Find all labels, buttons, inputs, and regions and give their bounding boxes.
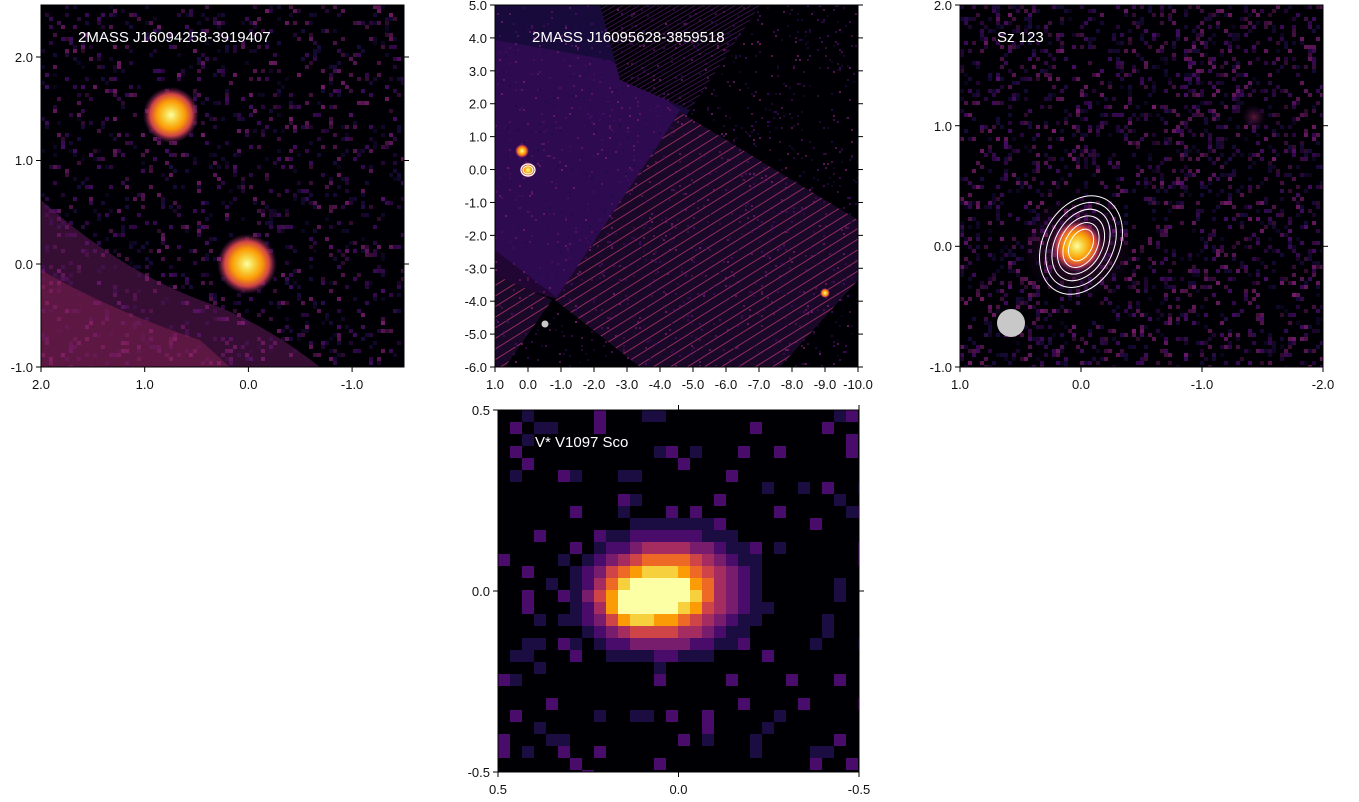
panel-4-y-tick: 0.5 bbox=[472, 403, 490, 418]
panel-3-contour bbox=[1056, 215, 1106, 275]
panel-3-frame bbox=[959, 4, 1324, 368]
panel-3-y-tick: 1.0 bbox=[934, 119, 952, 134]
panel-1-y-axis: -1.0 0.0 1.0 2.0 bbox=[11, 50, 409, 375]
panel-3-contour bbox=[1051, 208, 1111, 282]
panel-4-y-tick: 0.0 bbox=[472, 584, 490, 599]
panel-2-field-glow bbox=[495, 40, 680, 300]
panel-2-x-tick: -9.0 bbox=[814, 377, 836, 392]
panel-4-image bbox=[498, 410, 859, 772]
panel-2-y-tick: 4.0 bbox=[469, 31, 487, 46]
panel-2-y-tick: 1.0 bbox=[469, 130, 487, 145]
panel-1-x-tick: -1.0 bbox=[341, 377, 363, 392]
panel-2-source-east bbox=[820, 288, 830, 298]
panel-2-y-tick: 5.0 bbox=[469, 0, 487, 13]
panel-1-y-tick: 1.0 bbox=[15, 153, 33, 168]
panel-3-noise bbox=[960, 5, 1323, 367]
panel-2-y-tick: -5.0 bbox=[465, 327, 487, 342]
panel-3-y-axis: -1.0 0.0 1.0 2.0 bbox=[930, 0, 1328, 375]
panel-3-source-faint bbox=[1242, 105, 1266, 129]
panel-4-pixels bbox=[498, 410, 859, 772]
panel-2-x-tick: 1.0 bbox=[486, 377, 504, 392]
panel-2-y-tick: -1.0 bbox=[465, 195, 487, 210]
panel-1-source-main bbox=[217, 234, 277, 294]
panel-1-x-tick: 0.0 bbox=[239, 377, 257, 392]
panel-2-y-tick: 0.0 bbox=[469, 163, 487, 178]
panel-2-y-tick: 2.0 bbox=[469, 97, 487, 112]
panel-2-stripes-corner bbox=[495, 275, 552, 367]
panel-2-x-tick: -7.0 bbox=[748, 377, 770, 392]
panel-3-image bbox=[960, 5, 1323, 367]
panel-1-x-tick: 2.0 bbox=[32, 377, 50, 392]
panel-2-contour bbox=[522, 165, 534, 175]
panel-2-x-tick: 0.0 bbox=[519, 377, 537, 392]
panel-2-x-tick: -8.0 bbox=[781, 377, 803, 392]
panel-2-y-tick: 3.0 bbox=[469, 64, 487, 79]
panel-3-contour bbox=[1062, 222, 1100, 268]
panel-3-x-tick: -2.0 bbox=[1312, 377, 1334, 392]
panel-3-beam bbox=[997, 309, 1025, 337]
panel-3-y-tick: 2.0 bbox=[934, 0, 952, 13]
panel-1-y-tick: -1.0 bbox=[11, 360, 33, 375]
panel-1-y-tick: 2.0 bbox=[15, 50, 33, 65]
panel-3-y-tick: 0.0 bbox=[934, 239, 952, 254]
panel-2-title: 2MASS J16095628-3859518 bbox=[532, 29, 725, 46]
panel-2-x-axis: 1.0 0.0 -1.0 -2.0 -3.0 -4.0 -5.0 -6.0 -7.0 -8.0 -9… bbox=[486, 367, 873, 392]
panel-3-contour bbox=[1039, 195, 1123, 295]
panel-2-x-tick: -10.0 bbox=[843, 377, 873, 392]
panel-1: 2MASS J16094258-3919407 2.0 1.0 0.0 -1.0… bbox=[11, 4, 409, 392]
panel-2-source-main bbox=[520, 162, 536, 178]
panel-4-x-axis: 0.5 0.0 -0.5 bbox=[489, 405, 870, 797]
panel-3-x-axis: 1.0 0.0 -1.0 -2.0 bbox=[951, 367, 1334, 392]
panel-2-y-tick: -6.0 bbox=[465, 360, 487, 375]
panel-4-x-tick: -0.5 bbox=[848, 782, 870, 797]
panel-3-x-tick: 1.0 bbox=[951, 377, 969, 392]
panel-4: V* V1097 Sco 0.5 0.0 -0.5 -0.5 0.0 0.5 bbox=[468, 403, 871, 797]
panel-4-title: V* V1097 Sco bbox=[535, 434, 628, 451]
panel-2-x-tick: -4.0 bbox=[649, 377, 671, 392]
panel-1-title: 2MASS J16094258-3919407 bbox=[78, 29, 271, 46]
panel-2-stripes-main bbox=[555, 112, 858, 367]
panel-2-y-tick: -4.0 bbox=[465, 294, 487, 309]
panel-2-frame bbox=[494, 4, 859, 368]
panel-2-source-north bbox=[515, 144, 529, 158]
panel-1-frame bbox=[40, 4, 405, 368]
panel-3-x-tick: -1.0 bbox=[1191, 377, 1213, 392]
panel-1-diffuse-emission-core bbox=[41, 270, 230, 367]
panel-2-image bbox=[495, 5, 858, 367]
panel-2-x-tick: -5.0 bbox=[682, 377, 704, 392]
panel-4-x-tick: 0.0 bbox=[669, 782, 687, 797]
panel-2-contour bbox=[520, 163, 536, 177]
panel-3-contour bbox=[1045, 202, 1117, 288]
panel-2-stripes-top bbox=[600, 5, 760, 110]
panel-3-contour bbox=[1067, 228, 1095, 262]
panel-3-contours bbox=[1039, 195, 1123, 295]
panel-2-beam bbox=[541, 320, 549, 328]
panel-4-y-axis: -0.5 0.0 0.5 bbox=[468, 403, 864, 780]
panel-2-x-tick: -1.0 bbox=[550, 377, 572, 392]
panel-1-image bbox=[41, 5, 404, 367]
panel-2-noise bbox=[495, 5, 858, 367]
panel-2: 2MASS J16095628-3859518 1.0 0.0 -1.0 -2.0 -3… bbox=[465, 0, 873, 392]
panel-4-x-tick: 0.5 bbox=[489, 782, 507, 797]
panel-2-x-tick: -3.0 bbox=[616, 377, 638, 392]
panel-1-y-tick: 0.0 bbox=[15, 257, 33, 272]
panel-3-y-tick: -1.0 bbox=[930, 360, 952, 375]
panel-1-x-axis: 2.0 1.0 0.0 -1.0 bbox=[32, 367, 363, 392]
panel-3-x-tick: 0.0 bbox=[1072, 377, 1090, 392]
panel-1-source-north bbox=[143, 87, 199, 143]
panel-1-diffuse-emission bbox=[41, 200, 320, 367]
panel-2-y-tick: -3.0 bbox=[465, 261, 487, 276]
panel-4-y-tick: -0.5 bbox=[468, 765, 490, 780]
panel-2-x-tick: -2.0 bbox=[583, 377, 605, 392]
panel-3: Sz 123 1.0 0.0 -1.0 -2.0 -1.0 0.0 1.0 2.… bbox=[930, 0, 1335, 392]
panel-2-y-tick: -2.0 bbox=[465, 228, 487, 243]
panel-2-x-tick: -6.0 bbox=[715, 377, 737, 392]
panel-1-x-tick: 1.0 bbox=[136, 377, 154, 392]
panel-2-y-axis: -6.0 -5.0 -4.0 -3.0 -2.0 -1.0 0.0 1.0 2.0 3.0 4.0 5… bbox=[465, 0, 863, 375]
panel-3-title: Sz 123 bbox=[997, 29, 1044, 46]
